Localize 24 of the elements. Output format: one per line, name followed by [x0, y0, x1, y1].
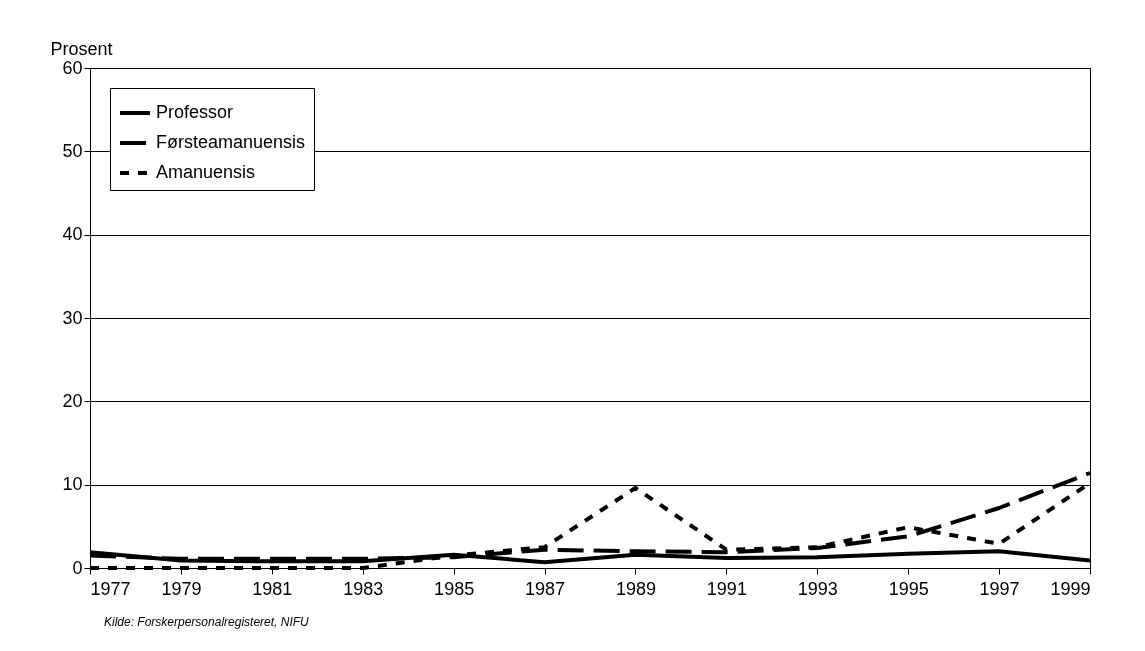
y-tick-label: 40 — [62, 224, 83, 245]
y-tick-label: 0 — [72, 557, 83, 578]
x-tick-label: 1993 — [797, 578, 838, 599]
y-tick-label: 20 — [62, 390, 83, 411]
x-tick-label: 1981 — [252, 578, 293, 599]
x-tick-label: 1989 — [615, 578, 656, 599]
x-tick-label: 1977 — [90, 578, 131, 599]
x-tick-label: 1979 — [161, 578, 202, 599]
y-axis-title: Prosent — [50, 38, 113, 59]
legend-label: Førsteamanuensis — [156, 132, 306, 152]
legend-label: Amanuensis — [156, 162, 256, 182]
y-tick-label: 30 — [62, 307, 83, 328]
x-tick-label: 1995 — [888, 578, 929, 599]
y-tick-label: 60 — [62, 57, 83, 78]
x-tick-label: 1991 — [706, 578, 747, 599]
x-tick-label: 1999 — [1050, 578, 1091, 599]
x-tick-label: 1987 — [525, 578, 566, 599]
text: Kilde: Forskerpersonalregisteret, NIFU — [104, 615, 309, 629]
x-tick-label: 1985 — [434, 578, 475, 599]
y-tick-label: 10 — [62, 474, 83, 495]
x-tick-label: 1983 — [343, 578, 384, 599]
y-tick-label: 50 — [62, 140, 83, 161]
x-tick-label: 1997 — [979, 578, 1020, 599]
legend-label: Professor — [156, 102, 234, 122]
